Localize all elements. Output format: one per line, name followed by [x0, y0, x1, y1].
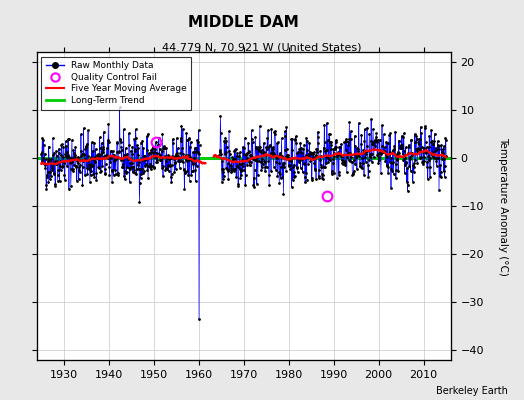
Y-axis label: Temperature Anomaly (°C): Temperature Anomaly (°C) — [498, 136, 508, 276]
Text: 44.779 N, 70.921 W (United States): 44.779 N, 70.921 W (United States) — [162, 42, 362, 52]
Legend: Raw Monthly Data, Quality Control Fail, Five Year Moving Average, Long-Term Tren: Raw Monthly Data, Quality Control Fail, … — [41, 56, 191, 110]
Title: MIDDLE DAM: MIDDLE DAM — [188, 15, 299, 30]
Text: Berkeley Earth: Berkeley Earth — [436, 386, 508, 396]
